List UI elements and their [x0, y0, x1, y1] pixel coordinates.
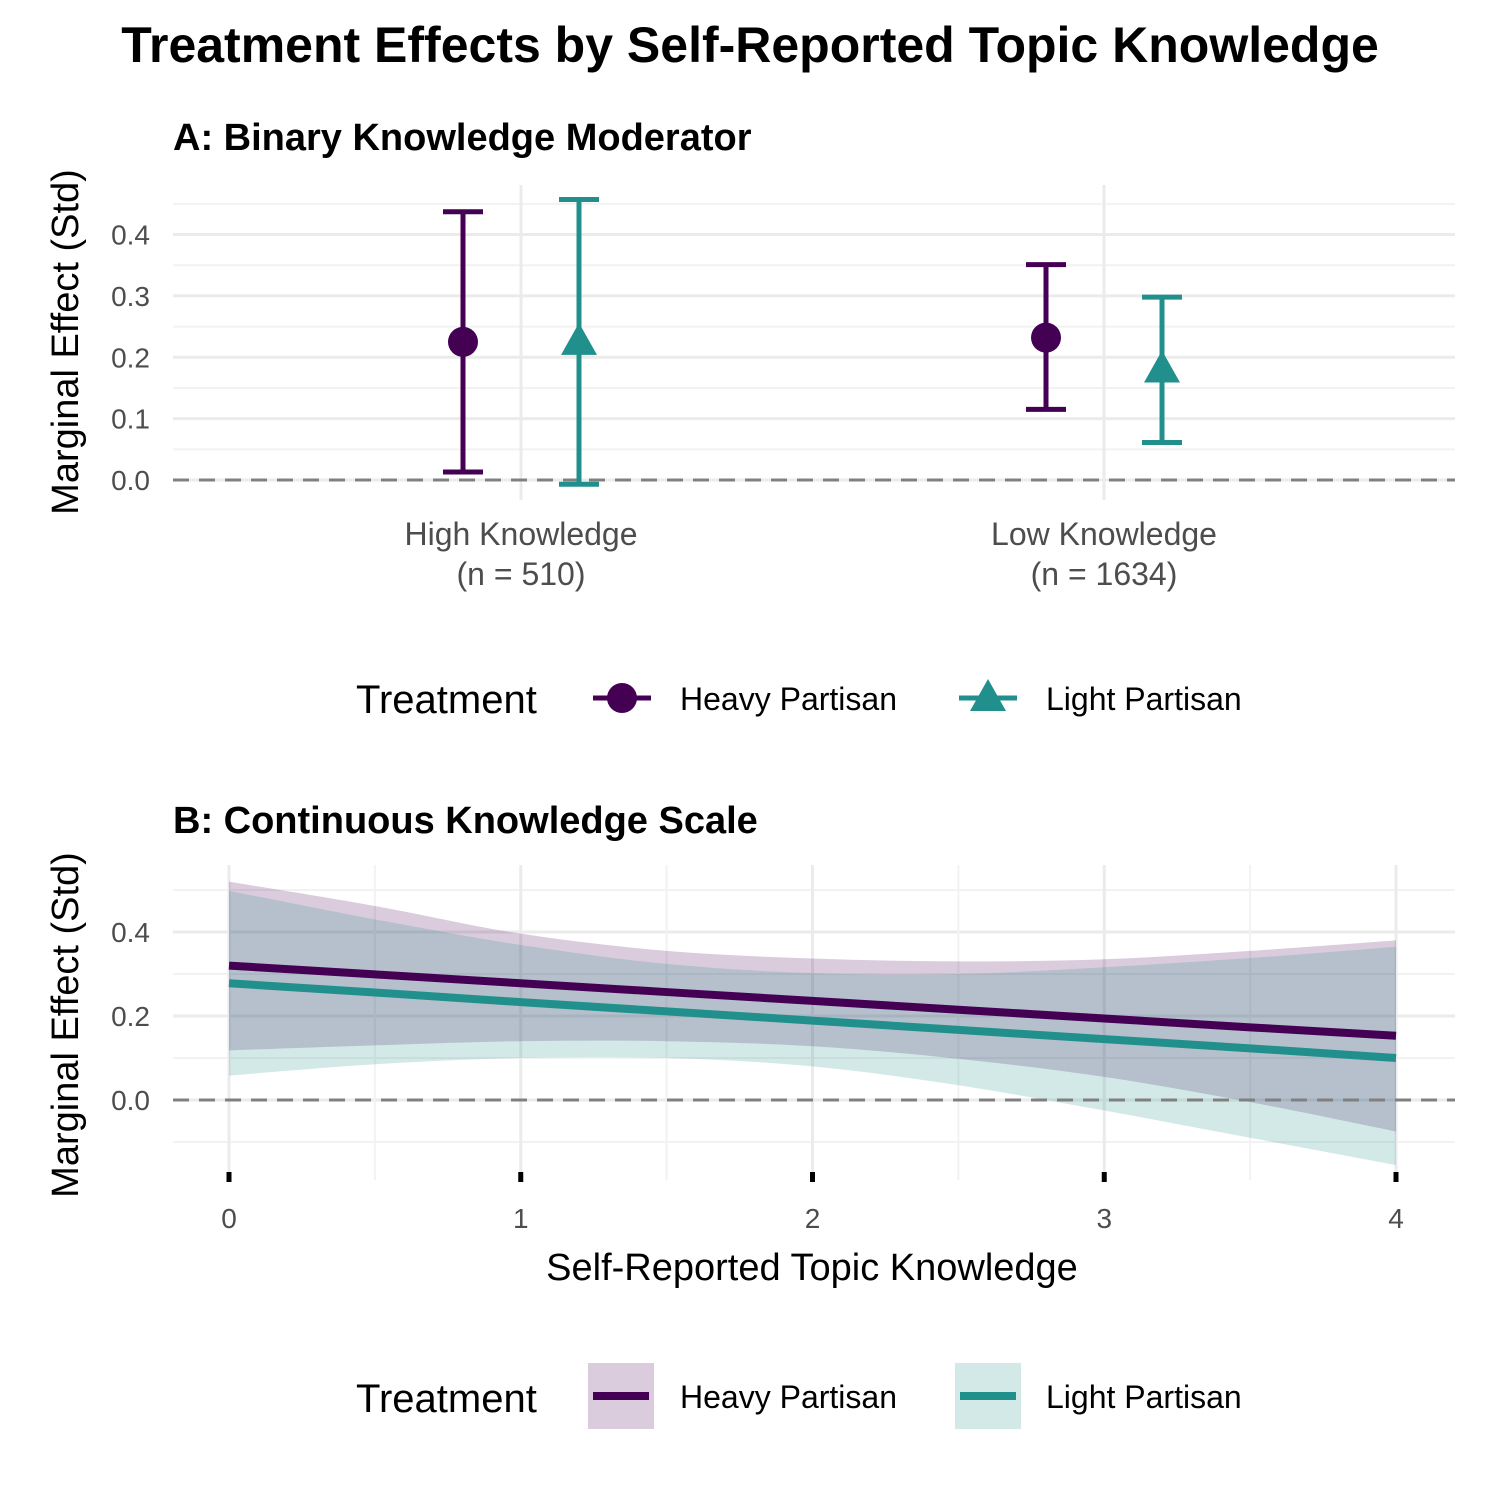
legend-key-triangle	[970, 679, 1006, 711]
y-tick-label: 0.4	[111, 220, 150, 251]
x-tick-label: 1	[513, 1203, 529, 1234]
errorbar-heavy-0	[443, 209, 483, 475]
legend-key-circle	[607, 683, 637, 713]
panel-a-legend: Treatment Heavy Partisan Light Partisan	[356, 678, 1242, 722]
y-tick-label: 0.2	[111, 1001, 150, 1032]
figure-title: Treatment Effects by Self-Reported Topic…	[121, 17, 1379, 73]
panel-b-ribbons	[229, 881, 1396, 1166]
ribbon-light-partisan	[229, 890, 1396, 1166]
panel-b: B: Continuous Knowledge Scale 0.00.20.4 …	[45, 800, 1455, 1429]
x-tick-label: Low Knowledge	[991, 516, 1217, 552]
y-tick-label: 0.4	[111, 917, 150, 948]
legend-label-light: Light Partisan	[1046, 681, 1242, 717]
legend-key-heavy-partisan	[593, 683, 651, 713]
y-tick-label: 0.0	[111, 465, 150, 496]
point-estimate-triangle	[561, 322, 597, 355]
legend-title: Treatment	[356, 678, 537, 722]
y-tick-label: 0.2	[111, 342, 150, 373]
panel-a-marks	[173, 197, 1455, 487]
errorbar-heavy-1	[1026, 262, 1066, 412]
x-tick-sublabel: (n = 510)	[457, 556, 586, 592]
panel-b-title: B: Continuous Knowledge Scale	[173, 800, 758, 842]
panel-b-x-axis-label: Self-Reported Topic Knowledge	[546, 1247, 1078, 1289]
fit-line-heavy-partisan	[228, 961, 1397, 1040]
panel-a-title: A: Binary Knowledge Moderator	[173, 117, 752, 159]
legend-key-light-partisan	[955, 1363, 1021, 1429]
y-tick-label: 0.0	[111, 1085, 150, 1116]
legend-key-heavy-partisan	[588, 1363, 654, 1429]
x-tick-label: 3	[1096, 1203, 1112, 1234]
errorbar-light-0	[559, 197, 599, 487]
legend-label-heavy: Heavy Partisan	[680, 1379, 897, 1415]
panel-b-legend: Treatment Heavy Partisan Light Partisan	[356, 1363, 1242, 1429]
legend-title: Treatment	[356, 1377, 537, 1421]
x-tick-label: 4	[1388, 1203, 1404, 1234]
panel-b-lines	[173, 961, 1455, 1102]
x-tick-sublabel: (n = 1634)	[1031, 556, 1178, 592]
panel-a-y-ticks: 0.0 0.1 0.2 0.3 0.4	[111, 220, 150, 497]
errorbar-light-1	[1142, 294, 1182, 446]
ribbon-heavy-partisan	[229, 881, 1396, 1132]
legend-label-heavy: Heavy Partisan	[680, 681, 897, 717]
panel-a: A: Binary Knowledge Moderator 0.00.10.20…	[45, 117, 1455, 722]
x-tick-label: High Knowledge	[404, 516, 637, 552]
panel-a-grid	[173, 185, 1455, 500]
panel-b-x-ticks: 0 1 2 3 4	[221, 1172, 1404, 1234]
point-estimate-circle	[448, 326, 478, 357]
legend-key-light-partisan	[959, 679, 1017, 711]
panel-b-y-ticks: 0.0 0.2 0.4	[111, 917, 150, 1116]
panel-a-y-axis-label: Marginal Effect (Std)	[45, 169, 87, 515]
legend-label-light: Light Partisan	[1046, 1379, 1242, 1415]
point-estimate-circle	[1031, 322, 1061, 353]
panel-b-y-axis-label: Marginal Effect (Std)	[45, 852, 87, 1198]
fit-line-light-partisan	[228, 979, 1397, 1062]
y-tick-label: 0.3	[111, 281, 150, 312]
panel-a-x-ticks: High Knowledge (n = 510) Low Knowledge (n =…	[404, 516, 1216, 592]
y-tick-label: 0.1	[111, 404, 150, 435]
x-tick-label: 0	[221, 1203, 237, 1234]
point-estimate-triangle	[1144, 350, 1180, 383]
x-tick-label: 2	[805, 1203, 821, 1234]
